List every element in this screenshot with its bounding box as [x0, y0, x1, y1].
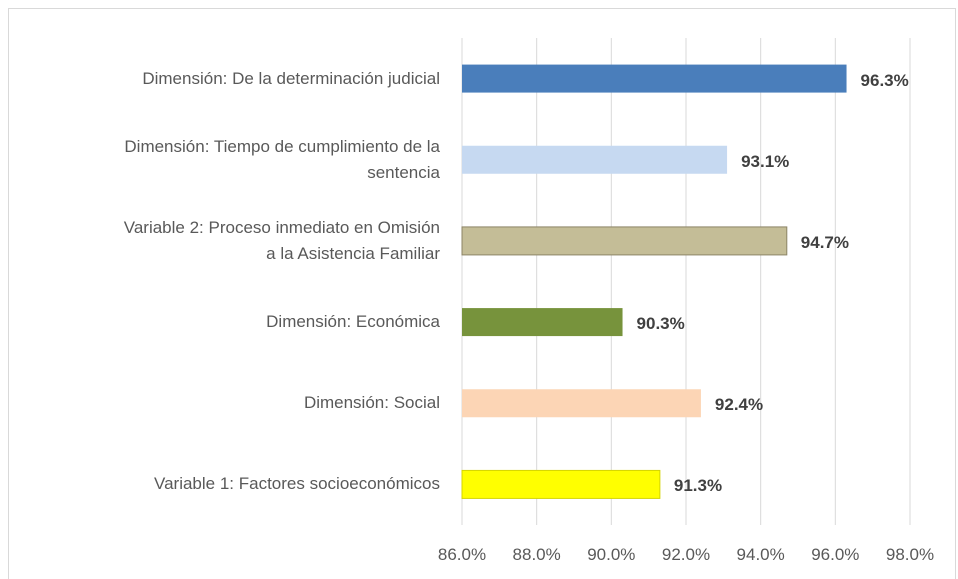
data-label: 94.7%	[800, 232, 849, 252]
bar	[461, 226, 788, 256]
y-tick-label: Variable 2: Proceso inmediato en Omisión…	[123, 217, 440, 263]
y-tick-label: Dimensión: Social	[303, 393, 440, 413]
bar	[462, 145, 728, 174]
x-tick-label: 92.0%	[661, 545, 711, 564]
data-label: 93.1%	[741, 151, 790, 171]
x-tick-label: 98.0%	[885, 545, 935, 564]
x-tick-label: 94.0%	[736, 545, 785, 564]
bar	[461, 469, 661, 499]
data-label: 90.3%	[636, 314, 685, 334]
y-tick-label: Dimensión: De la determinación judicial	[142, 68, 440, 88]
bar	[462, 308, 623, 337]
data-label: 92.4%	[714, 395, 764, 415]
data-label: 91.3%	[673, 476, 723, 496]
y-tick-label: Dimensión: Tiempo de cumplimiento de la …	[124, 136, 440, 182]
x-tick-label: 88.0%	[512, 545, 561, 564]
x-tick-label: 86.0%	[437, 545, 487, 564]
bar	[462, 389, 701, 418]
x-tick-label: 90.0%	[587, 545, 636, 564]
y-tick-label: Variable 1: Factores socioeconómicos	[154, 474, 440, 494]
bar	[462, 64, 847, 93]
y-tick-label: Dimensión: Económica	[266, 312, 440, 332]
data-label: 96.3%	[860, 70, 909, 90]
chart-frame	[8, 8, 956, 579]
x-tick-label: 96.0%	[811, 545, 860, 564]
